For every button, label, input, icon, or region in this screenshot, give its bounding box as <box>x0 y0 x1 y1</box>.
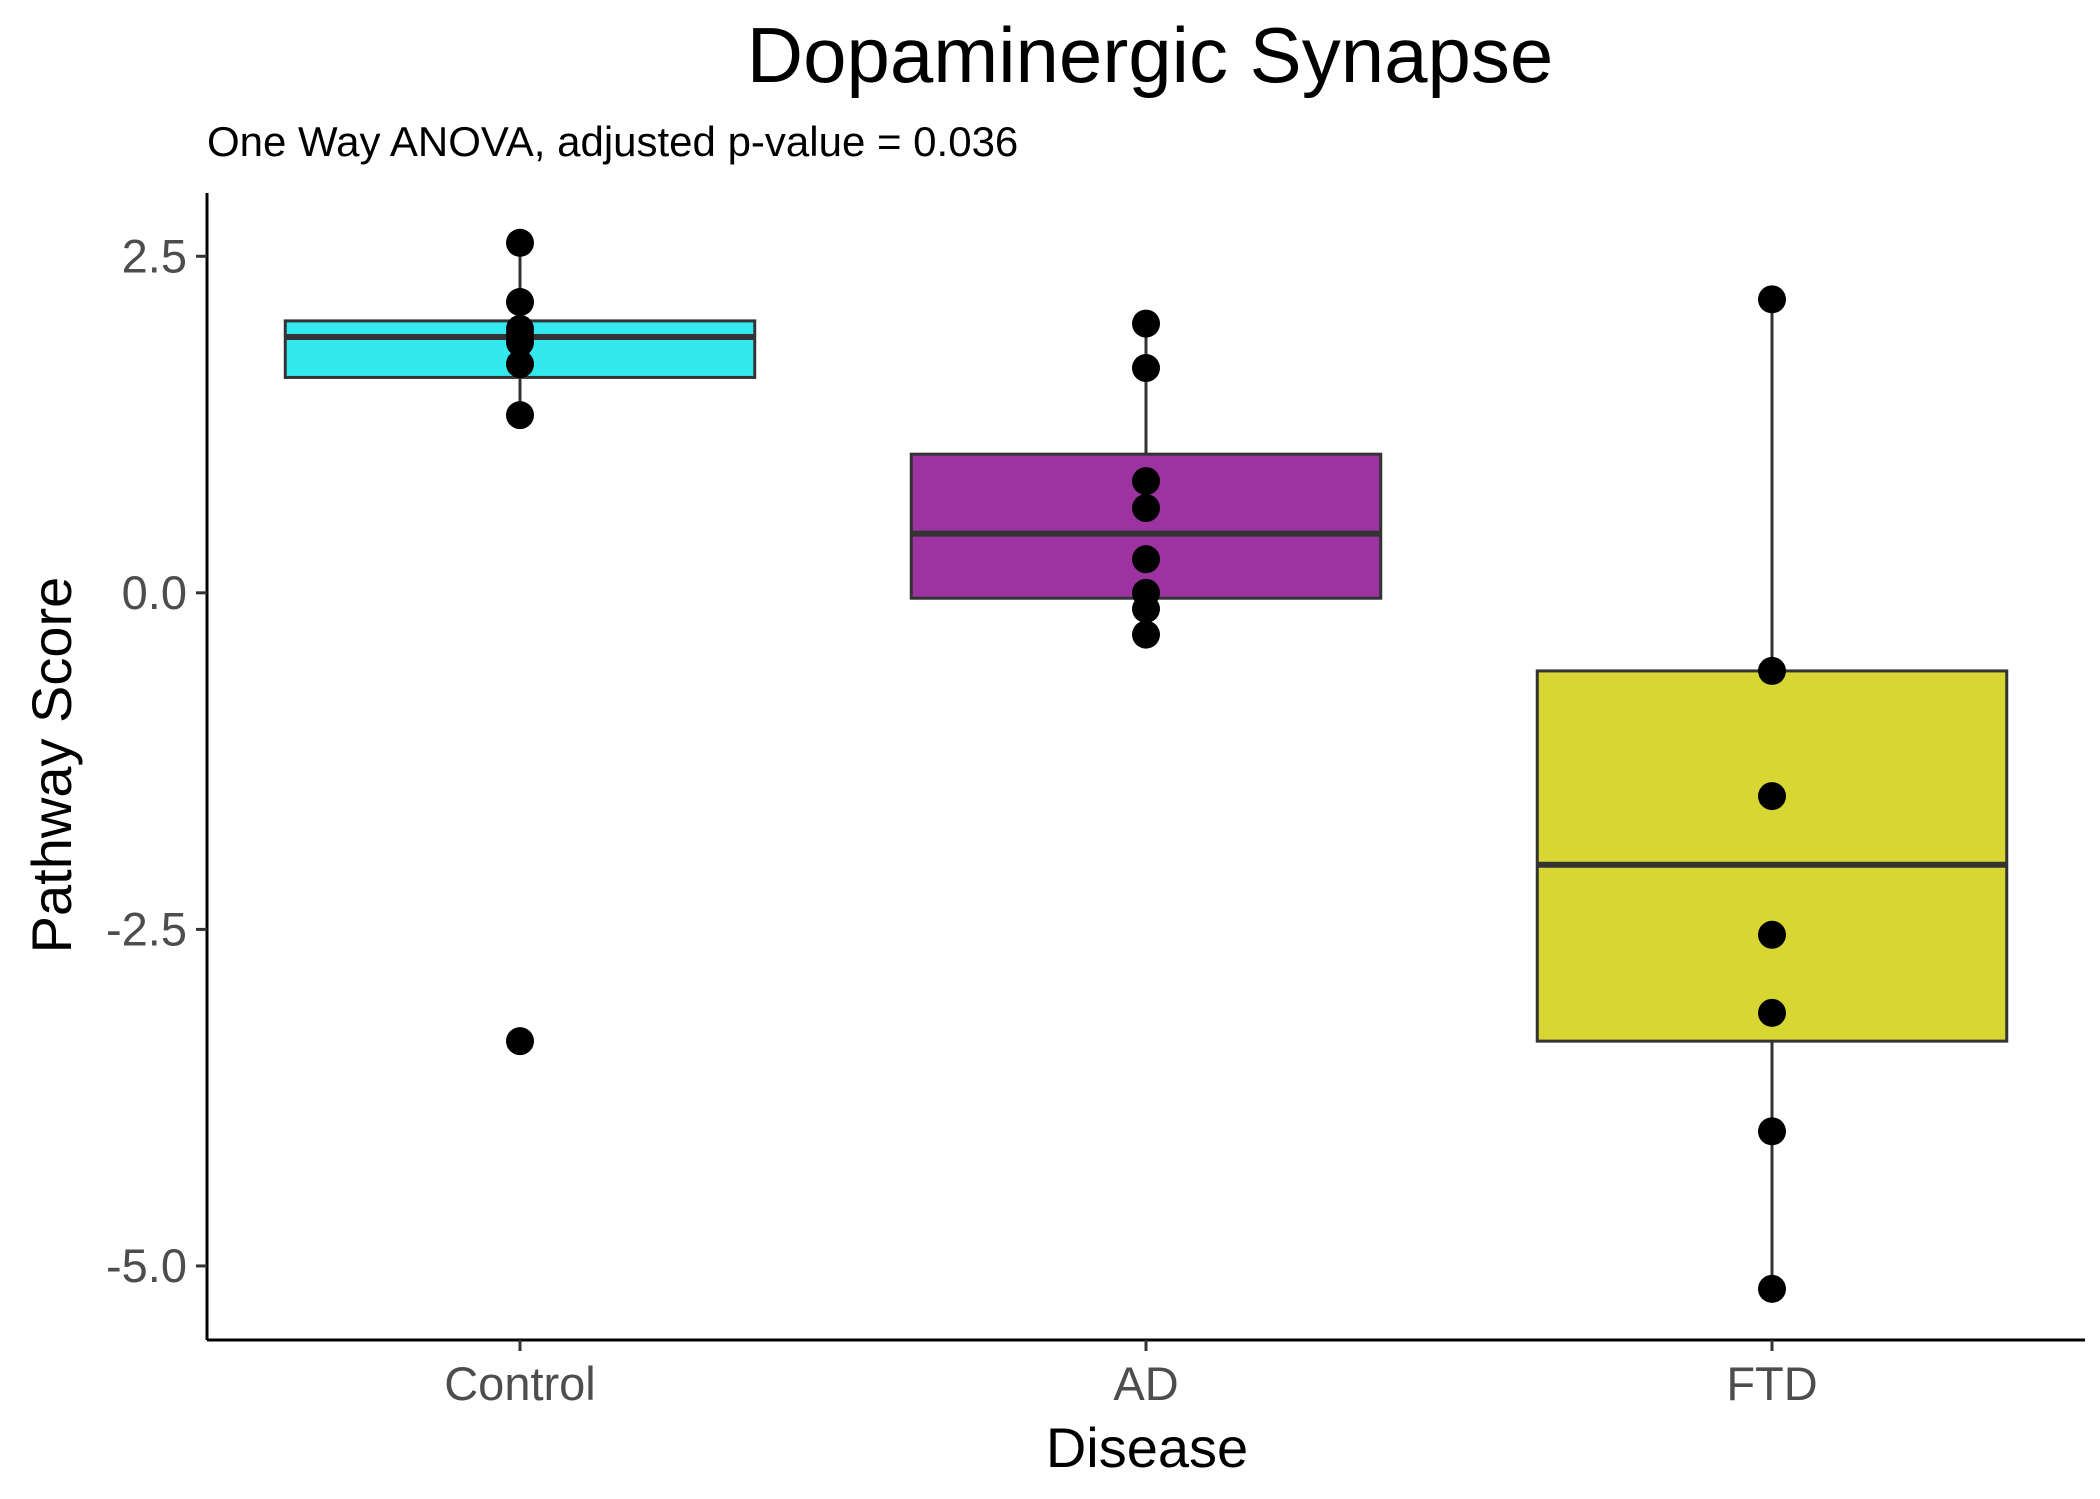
data-point-ftd-5 <box>1758 1117 1786 1146</box>
data-point-ad-4 <box>1132 545 1160 574</box>
data-point-ad-0 <box>1132 309 1160 338</box>
chart-subtitle: One Way ANOVA, adjusted p-value = 0.036 <box>207 118 1018 165</box>
data-point-ftd-1 <box>1758 656 1786 685</box>
y-tick-label: 2.5 <box>122 229 187 282</box>
x-axis-title: Disease <box>1046 1416 1248 1479</box>
x-axis: Control AD FTD <box>207 1338 2085 1410</box>
data-point-ad-1 <box>1132 354 1160 383</box>
data-point-control-1 <box>506 288 534 317</box>
chart-title: Dopaminergic Synapse <box>747 11 1553 99</box>
box-group-control <box>283 228 757 1056</box>
y-tick-label: -2.5 <box>106 902 187 955</box>
box-group-ftd <box>1535 285 2009 1303</box>
box-group-ad <box>909 309 1383 649</box>
data-point-control-0 <box>506 228 534 257</box>
x-tick-label-ad: AD <box>1113 1357 1178 1410</box>
data-point-control-6 <box>506 401 534 430</box>
data-point-control-4 <box>506 328 534 357</box>
x-tick-label-control: Control <box>444 1357 596 1410</box>
y-axis-title: Pathway Score <box>20 577 83 954</box>
data-point-ad-2 <box>1132 467 1160 496</box>
data-point-ftd-3 <box>1758 920 1786 949</box>
box-ftd <box>1535 669 2009 1043</box>
data-point-ad-6 <box>1132 594 1160 623</box>
y-axis: 2.5 0.0 -2.5 -5.0 <box>106 193 209 1340</box>
y-tick-label: 0.0 <box>122 566 187 619</box>
data-point-ad-7 <box>1132 620 1160 649</box>
data-point-control-5 <box>506 349 534 378</box>
data-point-ftd-2 <box>1758 782 1786 811</box>
plot-area <box>283 228 2009 1303</box>
data-point-ad-3 <box>1132 494 1160 523</box>
data-point-ftd-4 <box>1758 998 1786 1027</box>
data-point-ftd-0 <box>1758 285 1786 314</box>
x-tick-label-ftd: FTD <box>1726 1357 1817 1410</box>
y-tick-label: -5.0 <box>106 1239 187 1292</box>
data-point-ftd-6 <box>1758 1274 1786 1303</box>
data-point-control-7 <box>506 1027 534 1056</box>
